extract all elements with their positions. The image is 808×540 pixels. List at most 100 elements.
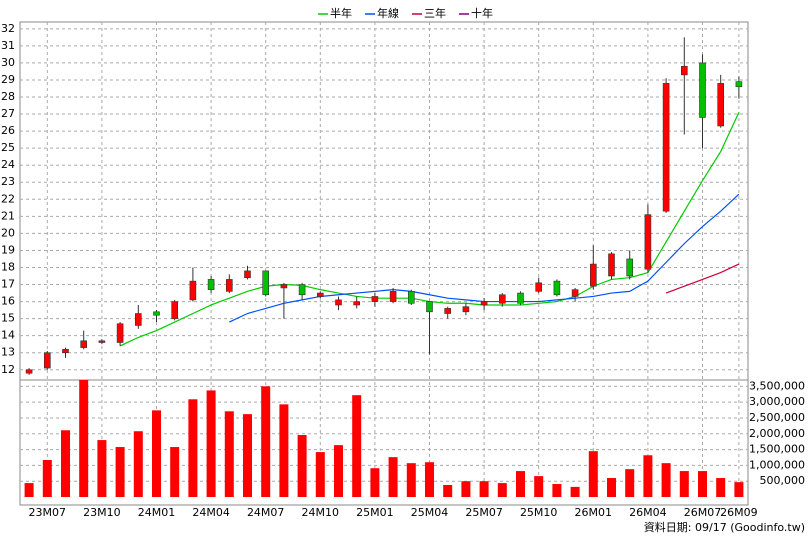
y-tick-label: 24 — [1, 158, 15, 171]
y-tick-label: 25 — [1, 141, 15, 154]
x-tick-label: 26M01 — [575, 506, 613, 519]
x-tick-label: 24M01 — [138, 506, 176, 519]
candle-body — [589, 263, 597, 287]
volume-bar — [224, 411, 234, 497]
candle-body — [389, 291, 397, 302]
candle-body — [189, 280, 197, 301]
legend-label: 半年 — [330, 6, 352, 20]
y-tick-label: 23 — [1, 175, 15, 188]
x-tick-label: 24M10 — [302, 506, 340, 519]
volume-bar — [679, 471, 689, 497]
y2-tick-label: 1,000,000 — [749, 458, 805, 471]
y-tick-label: 17 — [1, 278, 15, 291]
volume-bar — [716, 478, 726, 497]
y-tick-label: 30 — [1, 56, 15, 69]
x-tick-label: 25M04 — [411, 506, 449, 519]
candle-body — [735, 81, 743, 88]
volume-bar — [352, 395, 362, 497]
volume-bar — [570, 486, 580, 497]
candle-body — [43, 352, 51, 369]
volume-bar — [115, 447, 125, 497]
x-tick-label: 25M10 — [520, 506, 558, 519]
y-tick-label: 32 — [1, 22, 15, 35]
volume-bar — [261, 386, 271, 497]
volume-bar — [133, 431, 143, 497]
y-tick-label: 28 — [1, 90, 15, 103]
y-tick-label: 15 — [1, 312, 15, 325]
candle-body — [226, 279, 233, 292]
x-tick-label: 23M10 — [83, 506, 121, 519]
candle-body — [80, 340, 87, 348]
candle-body — [316, 292, 324, 297]
candle-body — [553, 280, 561, 296]
y-tick-label: 13 — [1, 346, 15, 359]
volume-bar — [698, 471, 707, 497]
y-tick-label: 21 — [1, 209, 15, 222]
y-tick-label: 29 — [1, 73, 15, 86]
volume-bar — [461, 481, 471, 497]
volume-bar — [588, 451, 598, 497]
volume-bar — [188, 399, 198, 497]
x-tick-label: 26M04 — [629, 506, 667, 519]
volume-bar — [661, 463, 671, 497]
y2-tick-label: 3,000,000 — [749, 395, 805, 408]
candle-body — [407, 291, 415, 304]
volume-bar — [334, 445, 343, 497]
volume-bar — [79, 380, 89, 497]
candle-body — [480, 301, 488, 306]
y-tick-label: 27 — [1, 107, 15, 120]
volume-bar — [388, 457, 398, 497]
volume-bar — [170, 447, 180, 497]
x-tick-label: 25M07 — [465, 506, 503, 519]
volume-bar — [643, 455, 653, 497]
volume-bar — [425, 462, 434, 497]
x-tick-label: 24M04 — [192, 506, 230, 519]
candle-body — [353, 301, 361, 306]
legend-label: 三年 — [424, 6, 446, 20]
x-tick-label: 24M07 — [247, 506, 285, 519]
y2-tick-label: 2,000,000 — [749, 427, 805, 440]
annotation: 資料日期: 09/17 (Goodinfo.tw) — [644, 520, 805, 534]
volume-bar — [243, 414, 252, 497]
volume-bar — [315, 452, 325, 497]
y-tick-label: 22 — [1, 192, 15, 205]
candle-body — [371, 296, 379, 302]
frame — [19, 21, 749, 506]
y2-tick-label: 1,500,000 — [749, 443, 805, 456]
y-tick-label: 12 — [1, 363, 15, 376]
candle-body — [535, 282, 543, 292]
x-tick-label: 26M07 — [684, 506, 722, 519]
candle-body — [116, 323, 124, 343]
candle-body — [462, 306, 470, 313]
volume-bar — [61, 430, 70, 497]
candle-body — [717, 83, 725, 127]
candle-body — [498, 294, 506, 304]
candle-body — [608, 253, 615, 277]
volume-bar — [97, 440, 107, 497]
candle-body — [25, 369, 33, 374]
volume-bar — [516, 471, 525, 497]
candle-body — [517, 292, 524, 304]
candle-body — [244, 270, 251, 279]
candle-body — [171, 301, 178, 319]
x-tick-label: 25M01 — [356, 506, 394, 519]
candle-body — [426, 301, 433, 313]
candle-body — [644, 214, 652, 270]
y-tick-label: 26 — [1, 124, 15, 137]
candle-body — [662, 83, 670, 212]
candle-body — [335, 299, 342, 306]
candle-body — [98, 340, 106, 343]
volume-bar — [370, 468, 380, 497]
volume-bar — [625, 469, 635, 497]
y-tick-label: 20 — [1, 226, 15, 239]
y-tick-label: 19 — [1, 243, 15, 256]
legend-label: 年線 — [377, 6, 399, 20]
volume-bar — [297, 435, 307, 497]
volume-bar — [443, 484, 453, 497]
volume-bar — [534, 476, 544, 497]
volume-bar — [607, 478, 616, 497]
volume-bar — [24, 483, 34, 497]
x-tick-label: 23M07 — [29, 506, 67, 519]
candle-body — [262, 270, 270, 296]
